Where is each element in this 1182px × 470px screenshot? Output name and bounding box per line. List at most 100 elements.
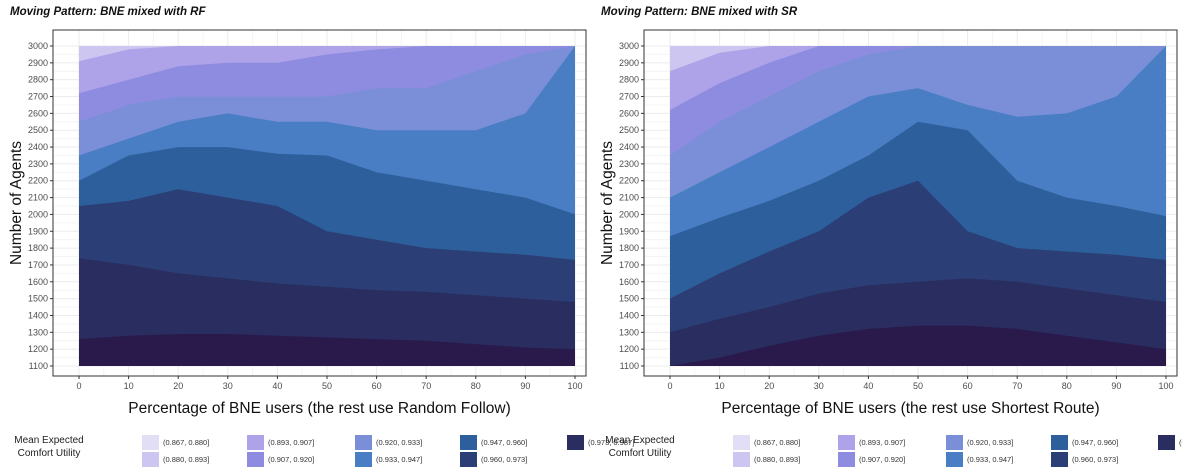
legend-item: (0.960, 0.973]	[1051, 451, 1118, 467]
contour-bands	[79, 46, 575, 366]
y-tick-label: 2100	[619, 193, 639, 203]
legend: Mean Expected Comfort Utility (0.867, 0.…	[8, 432, 634, 468]
legend-swatch	[1051, 451, 1068, 467]
x-tick-label: 70	[1012, 381, 1022, 391]
y-tick-label: 3000	[619, 41, 639, 51]
y-axis-label: Number of Agents	[599, 141, 616, 265]
legend-swatch	[355, 434, 372, 450]
y-tick-label: 2400	[619, 142, 639, 152]
legend-item: (0.867, 0.880]	[733, 434, 800, 450]
y-axis: 1100 1200 1300 1400 1500 1600 1700 1800 1900 2000…	[619, 41, 644, 371]
legend-item: (0.907, 0.920]	[247, 451, 314, 467]
legend-item: (0.920, 0.933]	[946, 434, 1013, 450]
legend-swatch	[733, 451, 750, 467]
y-tick-label: 2900	[619, 58, 639, 68]
x-axis: 0 10 20 30 40 50 60 70 80 90 100	[76, 376, 583, 391]
contour-band-9	[670, 325, 1166, 366]
y-tick-label: 1900	[619, 226, 639, 236]
legend-label: (0.907, 0.920]	[859, 454, 906, 464]
legend-swatch	[355, 451, 372, 467]
legend-label: (0.933, 0.947]	[376, 454, 423, 464]
legend-title-line2: Comfort Utility	[17, 448, 81, 459]
legend-item: (0.947, 0.960]	[1051, 434, 1118, 450]
y-tick-label: 2400	[28, 142, 48, 152]
y-tick-label: 1800	[28, 243, 48, 253]
legend-item: (0.880, 0.893]	[142, 451, 209, 467]
legend-swatch	[142, 451, 159, 467]
y-tick-label: 1200	[619, 344, 639, 354]
legend-swatch	[567, 434, 584, 450]
x-tick-label: 90	[520, 381, 530, 391]
chart-panel-rf: Moving Pattern: BNE mixed with RF 1100 12…	[8, 6, 634, 468]
contour-chart: 1100120013001400150016001700180019002000…	[8, 29, 587, 417]
y-tick-label: 2600	[619, 108, 639, 118]
legend-title-line2: Comfort Utility	[608, 448, 672, 459]
legend-label: (0.960, 0.973]	[481, 454, 528, 464]
chart-title: Moving Pattern: BNE mixed with SR	[601, 6, 798, 18]
legend-label: (0.933, 0.947]	[967, 454, 1014, 464]
legend-swatch	[247, 434, 264, 450]
x-axis: 0 10 20 30 40 50 60 70 80 90 100	[667, 376, 1174, 391]
x-tick-label: 30	[223, 381, 233, 391]
plot-border	[643, 29, 1178, 377]
legend-label: (0.893, 0.907]	[859, 437, 906, 447]
legend-label: (0.947, 0.960]	[481, 437, 528, 447]
x-tick-label: 40	[863, 381, 873, 391]
legend-swatch	[1051, 434, 1068, 450]
legend-title-line1: Mean Expected	[605, 435, 675, 446]
y-tick-label: 1300	[28, 327, 48, 337]
y-tick-label: 1700	[28, 260, 48, 270]
legend-label: (0.907, 0.920]	[268, 454, 315, 464]
legend-swatch	[946, 434, 963, 450]
legend-swatch	[1158, 434, 1175, 450]
y-tick-label: 1800	[619, 243, 639, 253]
x-tick-label: 0	[667, 381, 672, 391]
legend-label: (0.973, 0.987]	[1179, 437, 1182, 447]
y-tick-label: 3000	[28, 41, 48, 51]
y-tick-label: 1600	[28, 277, 48, 287]
y-axis: 1100 1200 1300 1400 1500 1600 1700 1800 1900 2000…	[28, 41, 53, 371]
y-tick-label: 2000	[28, 209, 48, 219]
x-tick-label: 20	[173, 381, 183, 391]
y-tick-label: 2100	[28, 193, 48, 203]
x-tick-label: 10	[124, 381, 134, 391]
x-tick-label: 90	[1111, 381, 1121, 391]
y-tick-label: 2700	[619, 92, 639, 102]
legend-item: (0.973, 0.987]	[1158, 434, 1182, 450]
x-tick-label: 50	[913, 381, 923, 391]
legend-item: (0.920, 0.933]	[355, 434, 422, 450]
x-tick-label: 60	[963, 381, 973, 391]
x-axis-label: Percentage of BNE users (the rest use Ra…	[128, 400, 511, 417]
legend: Mean Expected Comfort Utility (0.867, 0.…	[599, 432, 1182, 468]
y-tick-label: 1100	[620, 361, 639, 371]
y-tick-label: 2600	[28, 108, 48, 118]
y-tick-label: 1500	[28, 294, 48, 304]
legend-item: (0.893, 0.907]	[247, 434, 314, 450]
x-tick-label: 40	[272, 381, 282, 391]
y-tick-label: 1400	[619, 310, 639, 320]
y-tick-label: 2500	[619, 125, 639, 135]
x-tick-label: 100	[1158, 381, 1173, 391]
legend-swatch	[946, 451, 963, 467]
x-tick-label: 70	[421, 381, 431, 391]
legend-label: (0.920, 0.933]	[967, 437, 1014, 447]
chart-title: Moving Pattern: BNE mixed with RF	[10, 6, 206, 18]
legend-item: (0.907, 0.920]	[838, 451, 905, 467]
legend-item: (0.947, 0.960]	[460, 434, 527, 450]
y-tick-label: 2800	[619, 75, 639, 85]
x-tick-label: 80	[1062, 381, 1072, 391]
x-tick-label: 100	[567, 381, 582, 391]
legend-label: (0.960, 0.973]	[1072, 454, 1119, 464]
x-tick-label: 60	[372, 381, 382, 391]
x-tick-label: 80	[471, 381, 481, 391]
legend-label: (0.920, 0.933]	[376, 437, 423, 447]
legend-label: (0.973, 0.987]	[588, 437, 635, 447]
y-tick-label: 1400	[28, 310, 48, 320]
legend-label: (0.880, 0.893]	[754, 454, 801, 464]
y-tick-label: 1200	[28, 344, 48, 354]
legend-swatch	[460, 434, 477, 450]
y-tick-label: 2700	[28, 92, 48, 102]
y-tick-label: 2900	[28, 58, 48, 68]
x-tick-label: 0	[76, 381, 81, 391]
x-tick-label: 30	[814, 381, 824, 391]
